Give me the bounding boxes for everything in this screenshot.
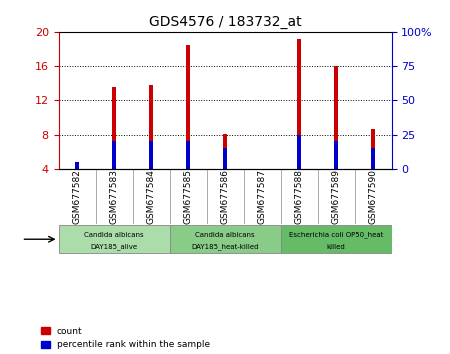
Bar xyxy=(334,66,338,169)
Bar xyxy=(186,45,190,169)
Bar xyxy=(371,148,375,169)
Text: Candida albicans: Candida albicans xyxy=(195,232,255,238)
Bar xyxy=(371,129,375,169)
Bar xyxy=(112,87,116,169)
Text: DAY185_alive: DAY185_alive xyxy=(90,244,138,250)
Bar xyxy=(149,85,153,169)
Text: GSM677590: GSM677590 xyxy=(369,169,378,224)
Text: GSM677582: GSM677582 xyxy=(72,169,81,224)
Text: GSM677583: GSM677583 xyxy=(109,169,118,224)
Text: GSM677585: GSM677585 xyxy=(184,169,193,224)
Bar xyxy=(223,134,227,169)
Text: GSM677589: GSM677589 xyxy=(332,169,341,224)
Bar xyxy=(75,162,79,169)
Bar xyxy=(223,148,227,169)
Bar xyxy=(149,141,153,169)
Text: DAY185_heat-killed: DAY185_heat-killed xyxy=(191,244,259,250)
Text: Escherichia coli OP50_heat: Escherichia coli OP50_heat xyxy=(289,231,383,238)
Text: GSM677588: GSM677588 xyxy=(294,169,303,224)
Bar xyxy=(297,39,301,169)
Text: GSM677587: GSM677587 xyxy=(257,169,266,224)
Text: GSM677586: GSM677586 xyxy=(220,169,230,224)
Bar xyxy=(75,166,79,169)
FancyBboxPatch shape xyxy=(170,225,280,253)
Text: killed: killed xyxy=(327,244,346,250)
Text: Candida albicans: Candida albicans xyxy=(84,232,144,238)
Bar xyxy=(112,141,116,169)
Text: GSM677584: GSM677584 xyxy=(147,169,156,224)
Bar xyxy=(334,141,338,169)
FancyBboxPatch shape xyxy=(58,225,170,253)
Bar xyxy=(186,141,190,169)
Title: GDS4576 / 183732_at: GDS4576 / 183732_at xyxy=(148,16,302,29)
Legend: count, percentile rank within the sample: count, percentile rank within the sample xyxy=(40,327,210,349)
FancyBboxPatch shape xyxy=(280,225,392,253)
Bar xyxy=(297,135,301,169)
